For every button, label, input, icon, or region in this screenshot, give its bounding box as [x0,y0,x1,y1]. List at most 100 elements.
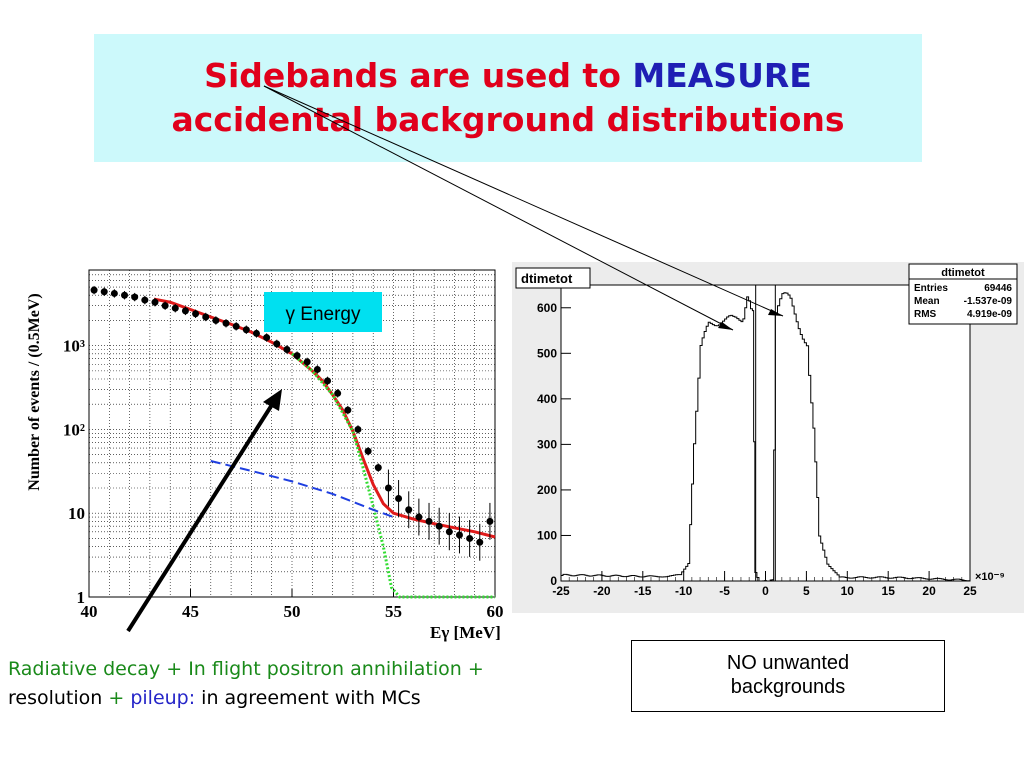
left-data-point [202,313,210,321]
arrow-head-left-sideband [718,322,733,330]
left-data-point [486,517,494,525]
left-data-point [405,506,413,514]
energy-label-box [264,292,382,332]
left-x-tick-label: 45 [182,602,199,621]
x-multiplier: ×10⁻⁹ [975,571,1005,583]
title-prefix: Sidebands are used to [204,56,633,95]
left-data-point [293,352,301,360]
left-data-point [364,447,372,455]
stats-value: -1.537e-09 [964,296,1013,307]
note-line-1: NO unwanted [726,652,850,674]
right-x-tick-label: -15 [634,584,652,598]
left-data-point [171,304,179,312]
left-x-tick-label: 55 [385,602,402,621]
left-x-axis-label: Eγ [MeV] [430,623,501,642]
left-data-point [395,494,403,502]
dtimetot-chart: -25 -20 -15 -10 -5 0 5 10 15 20 25 0 100 200 300 400 500… [512,262,1024,613]
dtimetot-histogram [561,292,971,582]
stats-value: 4.919e-09 [967,309,1012,320]
left-data-point [131,293,139,301]
caption: Radiative decay + In flight positron ann… [8,655,628,713]
title-accent: MEASURE [632,56,812,95]
arrow-to-right-sideband [263,85,784,317]
left-data-point [425,517,433,525]
left-y-tick-label: 10³ [63,337,85,356]
left-data-point [303,358,311,366]
left-data-point [90,286,98,294]
right-x-tick-label: 10 [841,584,855,598]
right-x-tick-label: 5 [803,584,810,598]
arrow-head-caption-to-chart [263,389,282,411]
right-plot-frame [560,284,971,582]
right-series [561,285,971,582]
stats-box [908,263,1018,325]
left-data-point [283,345,291,353]
title-line-2: accidental background distributions [171,100,845,139]
title-box: Sidebands are used to MEASURE accidental… [94,34,922,162]
right-x-tick-label: -5 [719,584,730,598]
left-data-point [435,522,443,530]
arrow-caption-to-chart [126,398,277,633]
stats-label: Mean [914,296,940,307]
note-line-2: backgrounds [730,676,846,698]
stats-value: 69446 [984,283,1012,294]
left-y-axis-label: Number of events / (0.5MeV) [26,293,43,490]
caption-part-1: Radiative decay + In flight positron ann… [8,658,484,680]
right-x-tick-label: -25 [552,584,570,598]
left-data-point [100,288,108,296]
left-data-point [445,528,453,536]
left-data-point [344,406,352,414]
title-line-1: Sidebands are used to MEASURE [94,54,922,98]
left-data-point [141,296,149,304]
left-data-point [466,534,474,542]
histogram-title: dtimetot [521,271,573,286]
right-y-tick-label: 0 [550,574,557,588]
left-data-point [273,340,281,348]
left-series [90,285,496,599]
right-y-tick-label: 600 [537,301,557,315]
left-data-point [374,464,382,472]
left-data-point [324,377,332,385]
left-signal-curve [291,352,495,599]
left-data-point [263,334,271,342]
left-data-point [334,389,342,397]
right-y-tick-label: 100 [537,528,557,542]
left-x-tick-label: 60 [487,602,504,621]
caption-part-4: pileup: [130,687,196,709]
stats-rows: Entries 69446 Mean -1.537e-09 RMS 4.919e-09 [914,283,1012,320]
right-y-tick-label: 200 [537,483,557,497]
right-ticks: -25 -20 -15 -10 -5 0 5 10 15 20 25 0 100 200 300 400 500… [537,301,977,598]
annotation-arrows [126,85,784,633]
left-data-point [232,322,240,330]
left-data-point [212,316,220,324]
energy-label: γ Energy [286,304,361,325]
left-data-point [161,302,169,310]
left-data-point [384,484,392,492]
left-ticks: 40 45 50 55 60 1 10 10² 10³ [63,337,504,621]
left-data-point [242,326,250,334]
left-y-tick-label: 10² [63,420,85,439]
right-x-tick-label: -10 [675,584,693,598]
right-x-tick-label: 25 [963,584,977,598]
histogram-title-box [515,267,591,289]
left-x-tick-label: 50 [284,602,301,621]
right-x-tick-label: 15 [882,584,896,598]
left-y-tick-label: 10 [68,504,85,523]
left-data-point [181,307,189,315]
left-data-point [455,531,463,539]
right-y-tick-label: 500 [537,346,557,360]
left-data-point [151,298,159,306]
arrow-head-right-sideband [768,309,783,316]
gamma-energy-chart: 40 45 50 55 60 1 10 10² 10³ γ Energy Eγ [MeV] Nu… [26,269,504,642]
arrow-to-left-sideband [263,85,734,331]
left-data-point [222,319,230,327]
right-y-tick-label: 400 [537,392,557,406]
left-data-point [110,289,118,297]
left-data-point [415,513,423,521]
caption-part-5: in agreement with MCs [195,687,421,709]
left-data-point [121,291,129,299]
right-x-tick-label: 20 [922,584,936,598]
stats-label: Entries [914,283,948,294]
left-background-curve [210,460,394,518]
stats-title: dtimetot [941,267,985,279]
